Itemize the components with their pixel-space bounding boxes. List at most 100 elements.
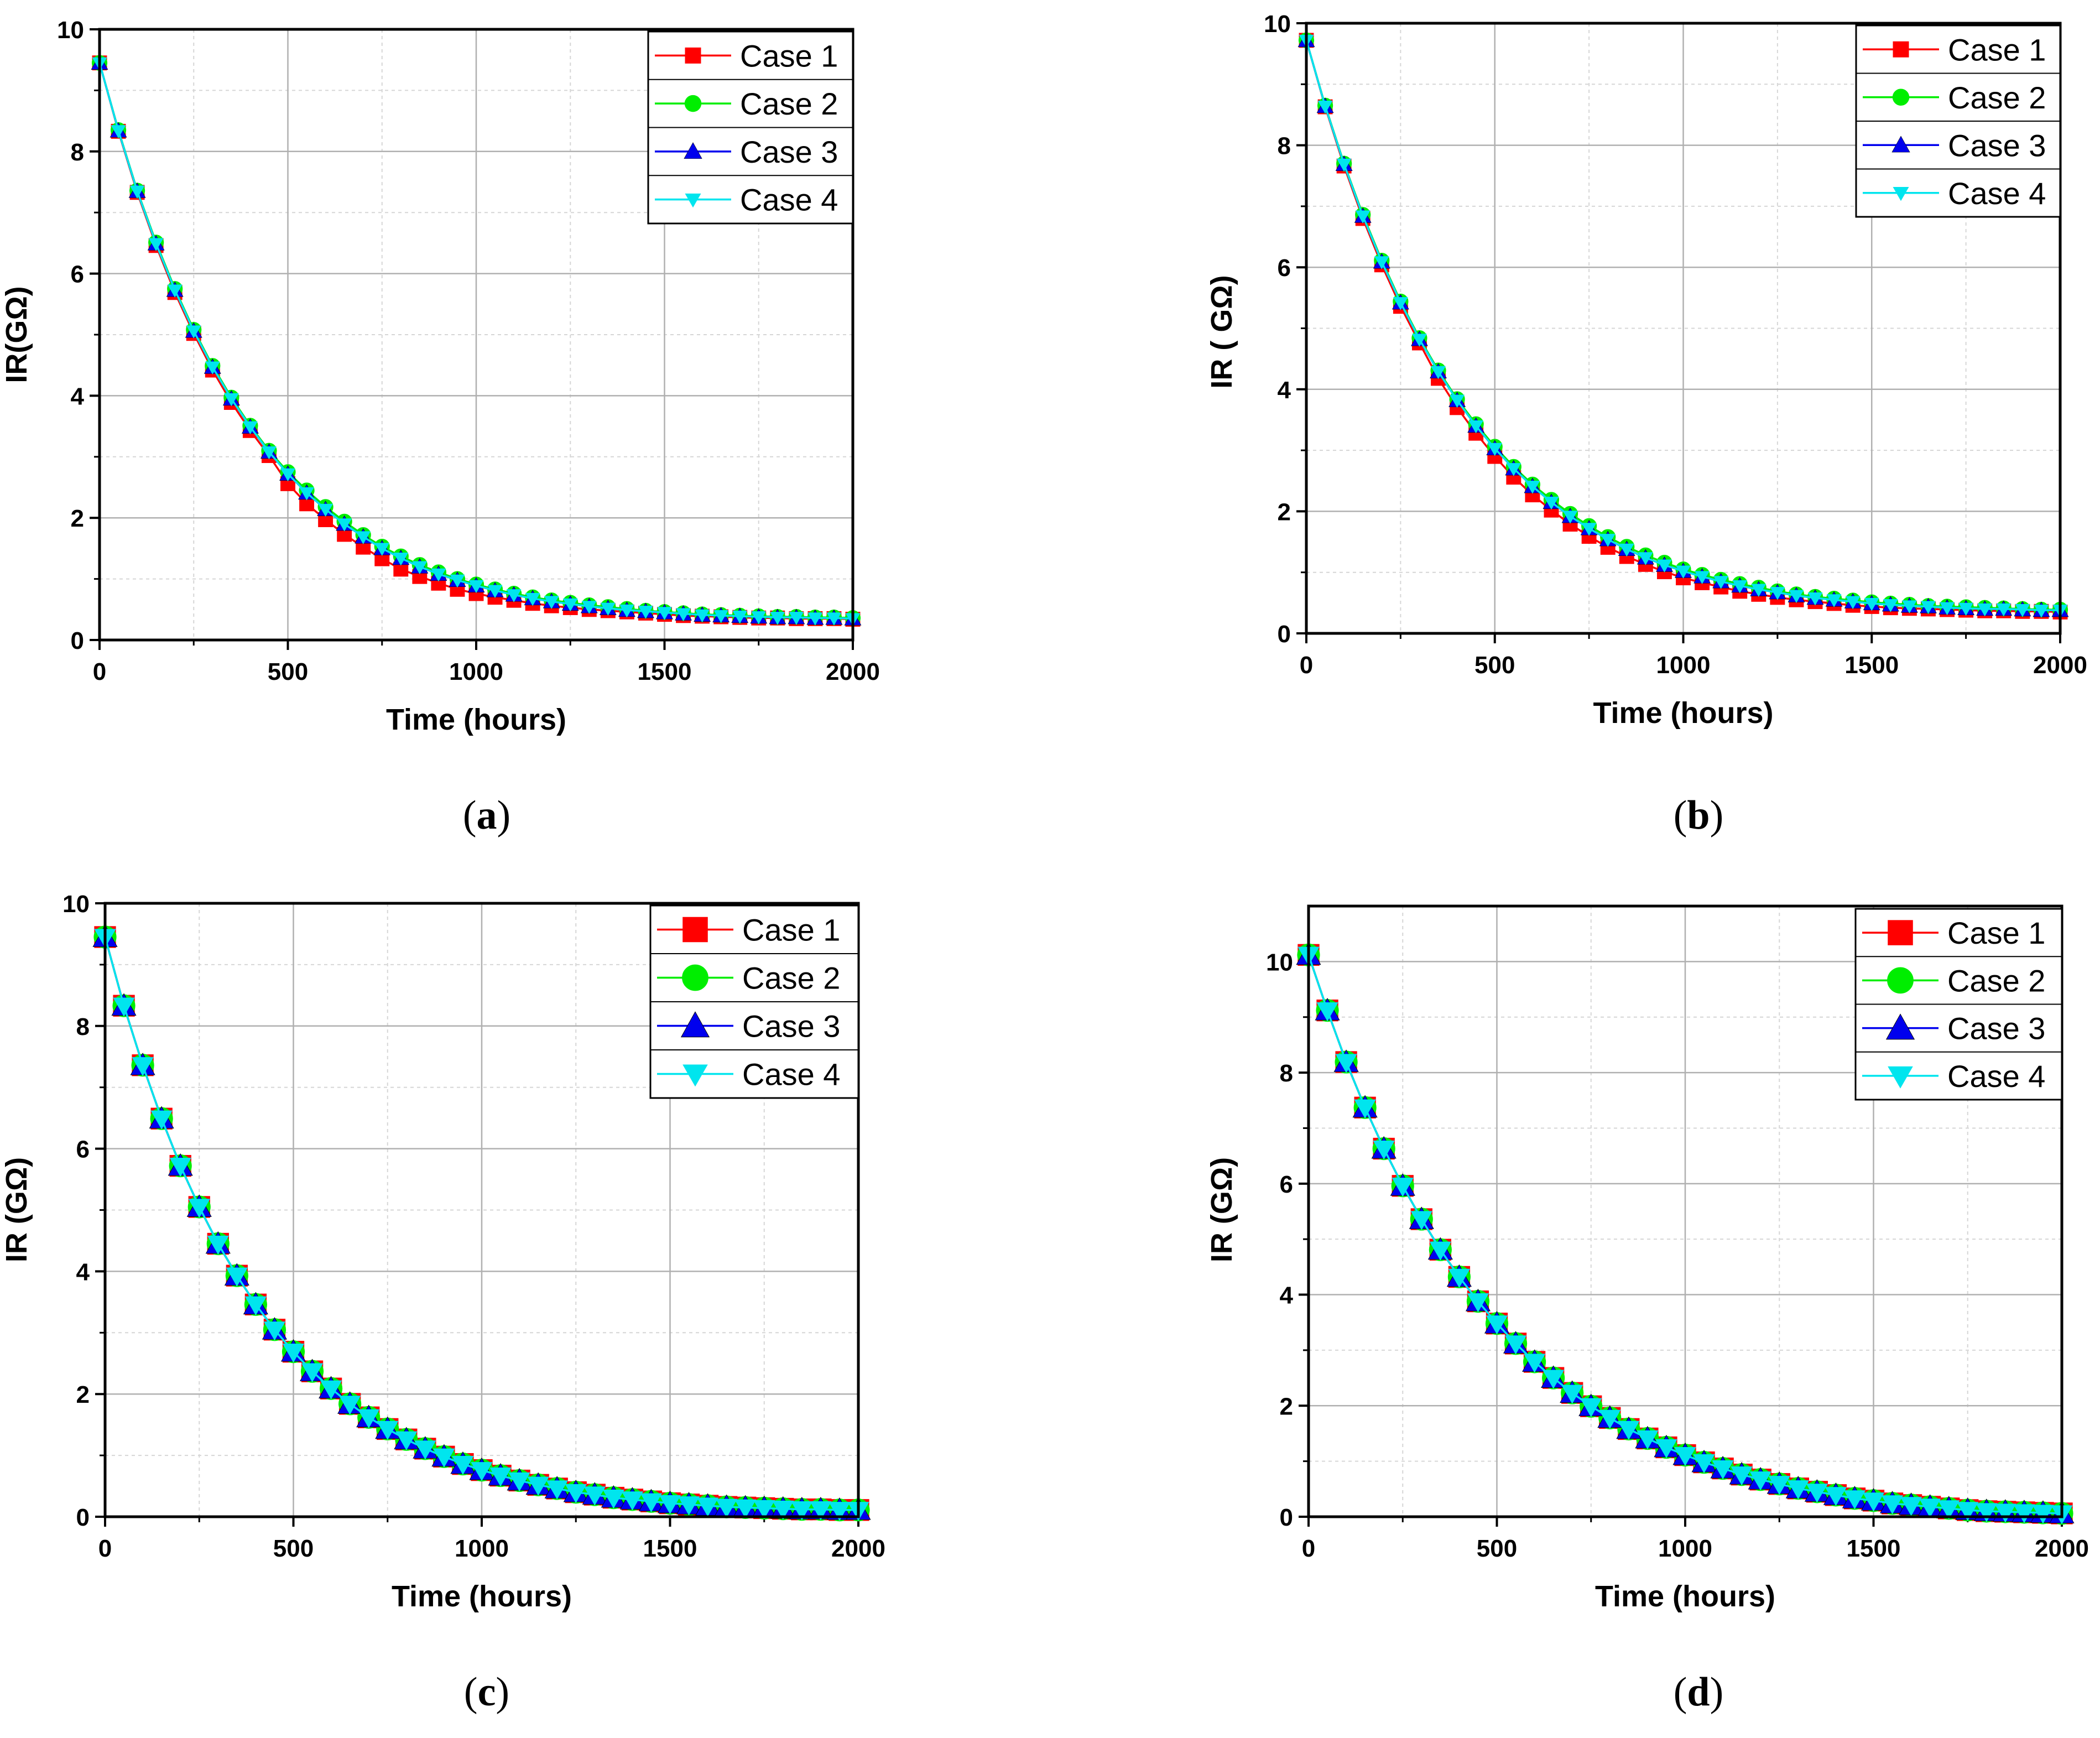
y-tick-label: 6 — [71, 261, 84, 288]
legend-item-case-1: Case 1 — [1862, 915, 2045, 950]
data-point — [1901, 600, 1917, 613]
data-point — [602, 1489, 625, 1509]
data-point — [1450, 394, 1465, 408]
data-point — [263, 1321, 286, 1341]
y-tick-label: 0 — [71, 627, 84, 654]
data-point — [1900, 1497, 1922, 1516]
data-point — [1410, 1211, 1432, 1230]
data-point — [1392, 1178, 1414, 1197]
y-axis-label: IR (GΩ) — [0, 1157, 33, 1262]
legend-label: Case 1 — [1947, 915, 2045, 950]
y-tick-label: 10 — [1264, 11, 1291, 38]
legend-marker — [682, 917, 708, 943]
data-point — [1317, 100, 1333, 114]
legend-marker — [682, 964, 708, 991]
y-tick-label: 4 — [1280, 1282, 1294, 1309]
data-point — [544, 596, 559, 609]
data-point — [1544, 496, 1559, 510]
data-point — [377, 1420, 399, 1440]
panel-caption-letter: a — [477, 793, 497, 838]
data-point — [619, 604, 634, 618]
legend: Case 1 Case 2 Case 3 Case 4 — [647, 30, 854, 225]
y-tick-label: 6 — [1278, 254, 1291, 282]
data-point — [1770, 587, 1785, 600]
data-point — [1354, 1099, 1376, 1119]
data-point — [546, 1480, 568, 1500]
legend-label: Case 3 — [1947, 1011, 2045, 1046]
x-tick-label: 1500 — [638, 658, 692, 685]
data-point — [1938, 1500, 1960, 1520]
panel-caption-letter: b — [1687, 793, 1710, 838]
data-point — [1638, 552, 1653, 565]
data-point — [1525, 481, 1540, 494]
data-point — [1504, 1335, 1527, 1355]
data-point — [1919, 1498, 1941, 1518]
data-point — [1581, 523, 1597, 536]
legend-label: Case 4 — [1947, 1059, 2045, 1094]
data-point — [282, 1344, 305, 1363]
x-tick-label: 1500 — [1844, 652, 1899, 679]
legend-label: Case 4 — [1948, 176, 2046, 211]
data-point — [562, 598, 578, 612]
y-tick-label: 6 — [76, 1136, 90, 1163]
x-axis-label: Time (hours) — [1595, 1580, 1775, 1613]
data-point — [1806, 1484, 1828, 1503]
data-point — [320, 1380, 342, 1400]
data-point — [1843, 1490, 1866, 1510]
y-tick-label: 10 — [1266, 949, 1293, 976]
data-point — [1431, 366, 1446, 379]
data-point — [1637, 1430, 1659, 1450]
data-point — [789, 612, 804, 625]
data-point — [244, 1296, 267, 1316]
data-point — [640, 1493, 663, 1513]
data-point — [1883, 599, 1898, 612]
x-tick-label: 1500 — [643, 1535, 697, 1562]
data-point — [261, 446, 277, 460]
y-tick-label: 0 — [76, 1504, 90, 1531]
y-tick-label: 2 — [71, 505, 84, 532]
data-point — [1825, 1487, 1847, 1506]
data-point — [732, 610, 748, 624]
data-point — [2034, 605, 2049, 618]
legend-item-case-2: Case 2 — [1862, 963, 2045, 998]
legend-marker — [680, 1011, 710, 1038]
chart-panel-c: 0 500 1000 1500 2000 0 2 4 6 8 10 Time (hours) IR (G… — [0, 891, 885, 1715]
data-point — [565, 1484, 587, 1503]
data-point — [1336, 158, 1352, 172]
legend-marker — [685, 193, 701, 208]
data-point — [450, 574, 465, 588]
data-point — [657, 607, 672, 620]
legend-item-case-4: Case 4 — [655, 183, 838, 217]
data-point — [2015, 603, 2030, 617]
data-point — [600, 602, 616, 616]
data-point — [753, 1500, 775, 1520]
x-tick-label: 0 — [98, 1535, 112, 1562]
data-point — [1562, 511, 1578, 524]
data-point — [132, 1057, 154, 1076]
data-point — [621, 1491, 644, 1511]
legend-marker — [684, 95, 702, 112]
data-point — [1373, 1140, 1395, 1160]
data-point — [696, 1497, 719, 1517]
data-point — [734, 1499, 757, 1519]
plot-frame — [1307, 904, 2063, 1518]
data-point — [1768, 1476, 1790, 1495]
legend-marker — [1893, 186, 1909, 201]
data-point — [1921, 601, 1936, 615]
y-tick-label: 8 — [1280, 1060, 1293, 1087]
data-point — [338, 1396, 361, 1415]
data-point — [1976, 1503, 1998, 1522]
data-point — [1749, 1471, 1771, 1491]
data-point — [489, 1468, 512, 1487]
plot-frame — [1305, 22, 2062, 635]
legend-label: Case 3 — [740, 134, 838, 169]
data-point — [508, 1472, 530, 1492]
data-point — [468, 580, 484, 594]
data-point — [452, 1455, 474, 1475]
data-point — [299, 487, 315, 501]
data-point — [1599, 1409, 1621, 1429]
data-point — [659, 1495, 681, 1515]
panel-caption: (b) — [1674, 793, 1723, 838]
legend-item-case-1: Case 1 — [655, 38, 838, 73]
